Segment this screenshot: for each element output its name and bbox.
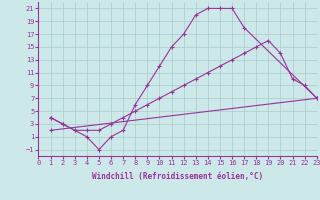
X-axis label: Windchill (Refroidissement éolien,°C): Windchill (Refroidissement éolien,°C)	[92, 172, 263, 181]
